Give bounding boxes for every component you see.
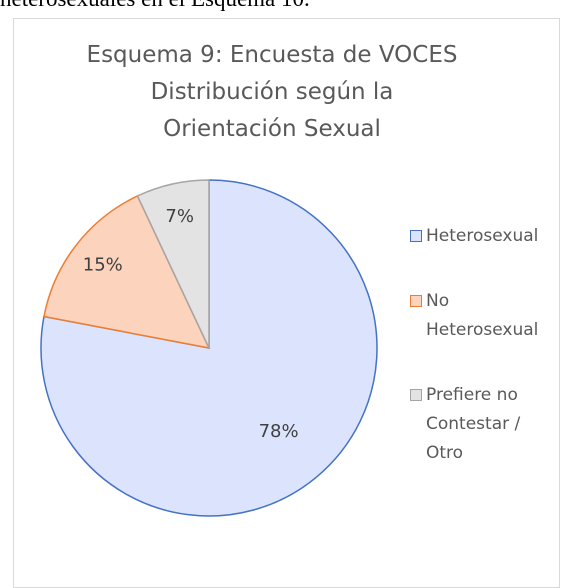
legend-label: Prefiere no Contestar / Otro [426,385,521,463]
legend-item: Heterosexual [410,222,560,251]
pie-slice [136,179,210,349]
data-label: 15% [83,255,123,276]
legend-item: No Heterosexual [410,287,560,345]
data-label: 7% [165,206,194,227]
legend-label: Heterosexual [426,226,539,246]
legend-swatch [410,389,422,401]
data-label: 78% [259,421,299,442]
legend-swatch [410,230,422,242]
legend: Heterosexual No Heterosexual Prefiere no C… [410,222,560,504]
chart-title: Esquema 9: Encuesta de VOCES [87,42,458,68]
chart-title: Distribución según la [151,79,394,105]
pie-slice [43,194,211,350]
legend-label: No Heterosexual [426,291,539,340]
chart-title: Orientación Sexual [163,116,381,142]
legend-item: Prefiere no Contestar / Otro [410,381,560,468]
legend-swatch [410,295,422,307]
document-text: heterosexuales en el Esquema 10. [0,0,310,12]
pie-slice [40,179,378,517]
